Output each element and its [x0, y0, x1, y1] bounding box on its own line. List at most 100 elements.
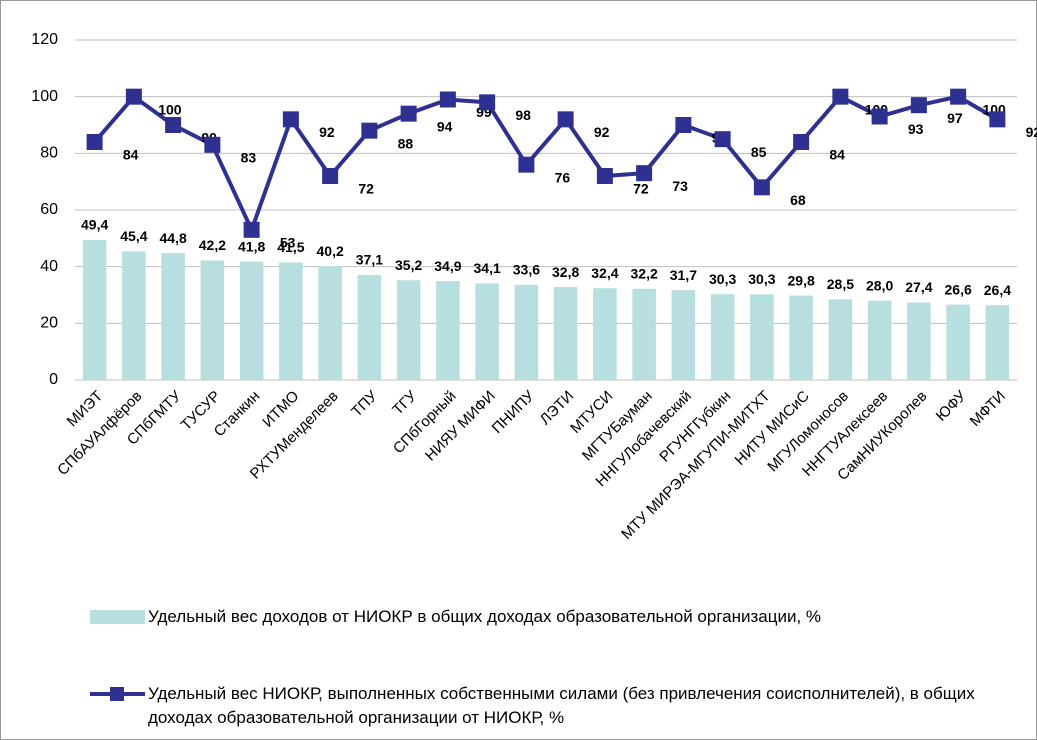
line-marker — [125, 88, 142, 105]
line-value-label: 92 — [1026, 124, 1037, 140]
y-tick-label: 120 — [31, 31, 58, 48]
line-marker — [989, 111, 1006, 128]
bar-value-label: 32,8 — [552, 264, 579, 280]
legend-bar-swatch — [90, 610, 145, 624]
bar — [82, 240, 107, 380]
legend-line-text: Удельный вес НИОКР, выполненных собствен… — [148, 684, 975, 727]
line-marker — [832, 88, 849, 105]
bar-value-label: 45,4 — [120, 228, 147, 244]
y-tick-label: 20 — [40, 315, 58, 332]
bar-value-label: 40,2 — [317, 243, 344, 259]
bar-value-label: 26,4 — [984, 282, 1011, 298]
y-tick-label: 80 — [40, 145, 58, 162]
x-tick-label: ТГУ — [389, 387, 420, 418]
line-marker — [793, 134, 810, 150]
bar — [632, 288, 656, 380]
line-value-label: 72 — [633, 181, 649, 197]
bar — [750, 294, 774, 380]
bar — [396, 280, 421, 380]
bar — [436, 281, 460, 380]
x-tick-label: МФТИ — [967, 388, 1009, 430]
bar — [279, 262, 303, 380]
bar-value-label: 28,0 — [866, 277, 893, 293]
legend-line-marker — [110, 687, 124, 701]
bar — [161, 253, 185, 380]
line-value-label: 88 — [398, 135, 414, 151]
line-value-label: 76 — [555, 169, 571, 185]
bar-value-label: 32,4 — [591, 265, 618, 281]
line-marker — [400, 105, 417, 122]
y-tick-label: 100 — [31, 88, 58, 105]
bar-value-label: 26,6 — [945, 281, 972, 297]
bar — [828, 299, 853, 380]
bar — [710, 294, 735, 380]
bar — [357, 274, 382, 380]
bar — [946, 304, 970, 380]
bar — [907, 302, 931, 380]
line-value-label: 92 — [594, 124, 610, 140]
bar — [122, 251, 146, 380]
bar-value-label: 29,8 — [788, 272, 815, 288]
line-marker — [596, 168, 613, 184]
line-marker — [204, 136, 221, 153]
bar — [671, 290, 696, 380]
line-marker — [950, 88, 967, 105]
line-value-label: 68 — [790, 192, 806, 208]
x-tick-label: ЮФУ — [933, 387, 970, 424]
x-tick-label: ПНИПУ — [489, 387, 539, 437]
line-marker — [675, 117, 692, 133]
line-value-label: 73 — [672, 178, 688, 194]
bar-value-label: 33,6 — [513, 262, 540, 278]
bar-value-label: 28,5 — [827, 276, 854, 292]
line-value-label: 84 — [829, 147, 845, 163]
line-marker — [714, 131, 731, 148]
line-marker — [518, 156, 535, 173]
bar — [475, 283, 499, 380]
y-tick-label: 0 — [49, 371, 58, 388]
line-value-label: 98 — [515, 107, 531, 123]
bar-value-label: 41,5 — [277, 239, 304, 255]
bar — [200, 260, 225, 380]
bar-value-label: 30,3 — [748, 271, 775, 287]
bar-value-label: 34,9 — [434, 258, 461, 274]
bar-value-label: 34,1 — [474, 260, 501, 276]
bar — [514, 284, 539, 380]
bar-value-label: 27,4 — [905, 279, 932, 295]
bar-value-label: 42,2 — [199, 237, 226, 253]
legend-bar-text: Удельный вес доходов от НИОКР в общих до… — [148, 607, 822, 626]
line-value-label: 72 — [358, 181, 374, 197]
line-marker — [439, 91, 456, 108]
line-marker — [282, 111, 299, 128]
line-marker — [165, 117, 182, 133]
line-marker — [322, 168, 339, 184]
y-tick-label: 40 — [40, 258, 58, 275]
bar — [867, 300, 892, 380]
line-value-label: 93 — [908, 121, 924, 137]
bar-value-label: 31,7 — [670, 267, 697, 283]
line-value-label: 94 — [437, 118, 453, 134]
line-marker — [361, 122, 378, 139]
line-value-label: 100 — [158, 101, 182, 117]
bar — [985, 305, 1010, 380]
line-marker — [636, 165, 653, 182]
line-value-label: 92 — [319, 124, 335, 140]
bar-value-label: 41,8 — [238, 238, 265, 254]
bar-value-label: 30,3 — [709, 271, 736, 287]
bar — [553, 287, 578, 380]
line-value-label: 84 — [123, 147, 139, 163]
bar-value-label: 35,2 — [395, 257, 422, 273]
bar-value-label: 49,4 — [81, 217, 108, 233]
line-marker — [871, 108, 888, 125]
line-value-label: 85 — [751, 144, 767, 160]
line-marker — [753, 179, 770, 196]
line-value-label: 53 — [280, 235, 296, 251]
bar — [318, 266, 342, 380]
bar-value-label: 32,2 — [631, 265, 658, 281]
line-value-label: 97 — [947, 110, 963, 126]
bar-value-label: 44,8 — [160, 230, 187, 246]
line-marker — [479, 94, 496, 111]
x-tick-label: ТПУ — [348, 387, 381, 420]
line-value-label: 83 — [241, 150, 257, 166]
